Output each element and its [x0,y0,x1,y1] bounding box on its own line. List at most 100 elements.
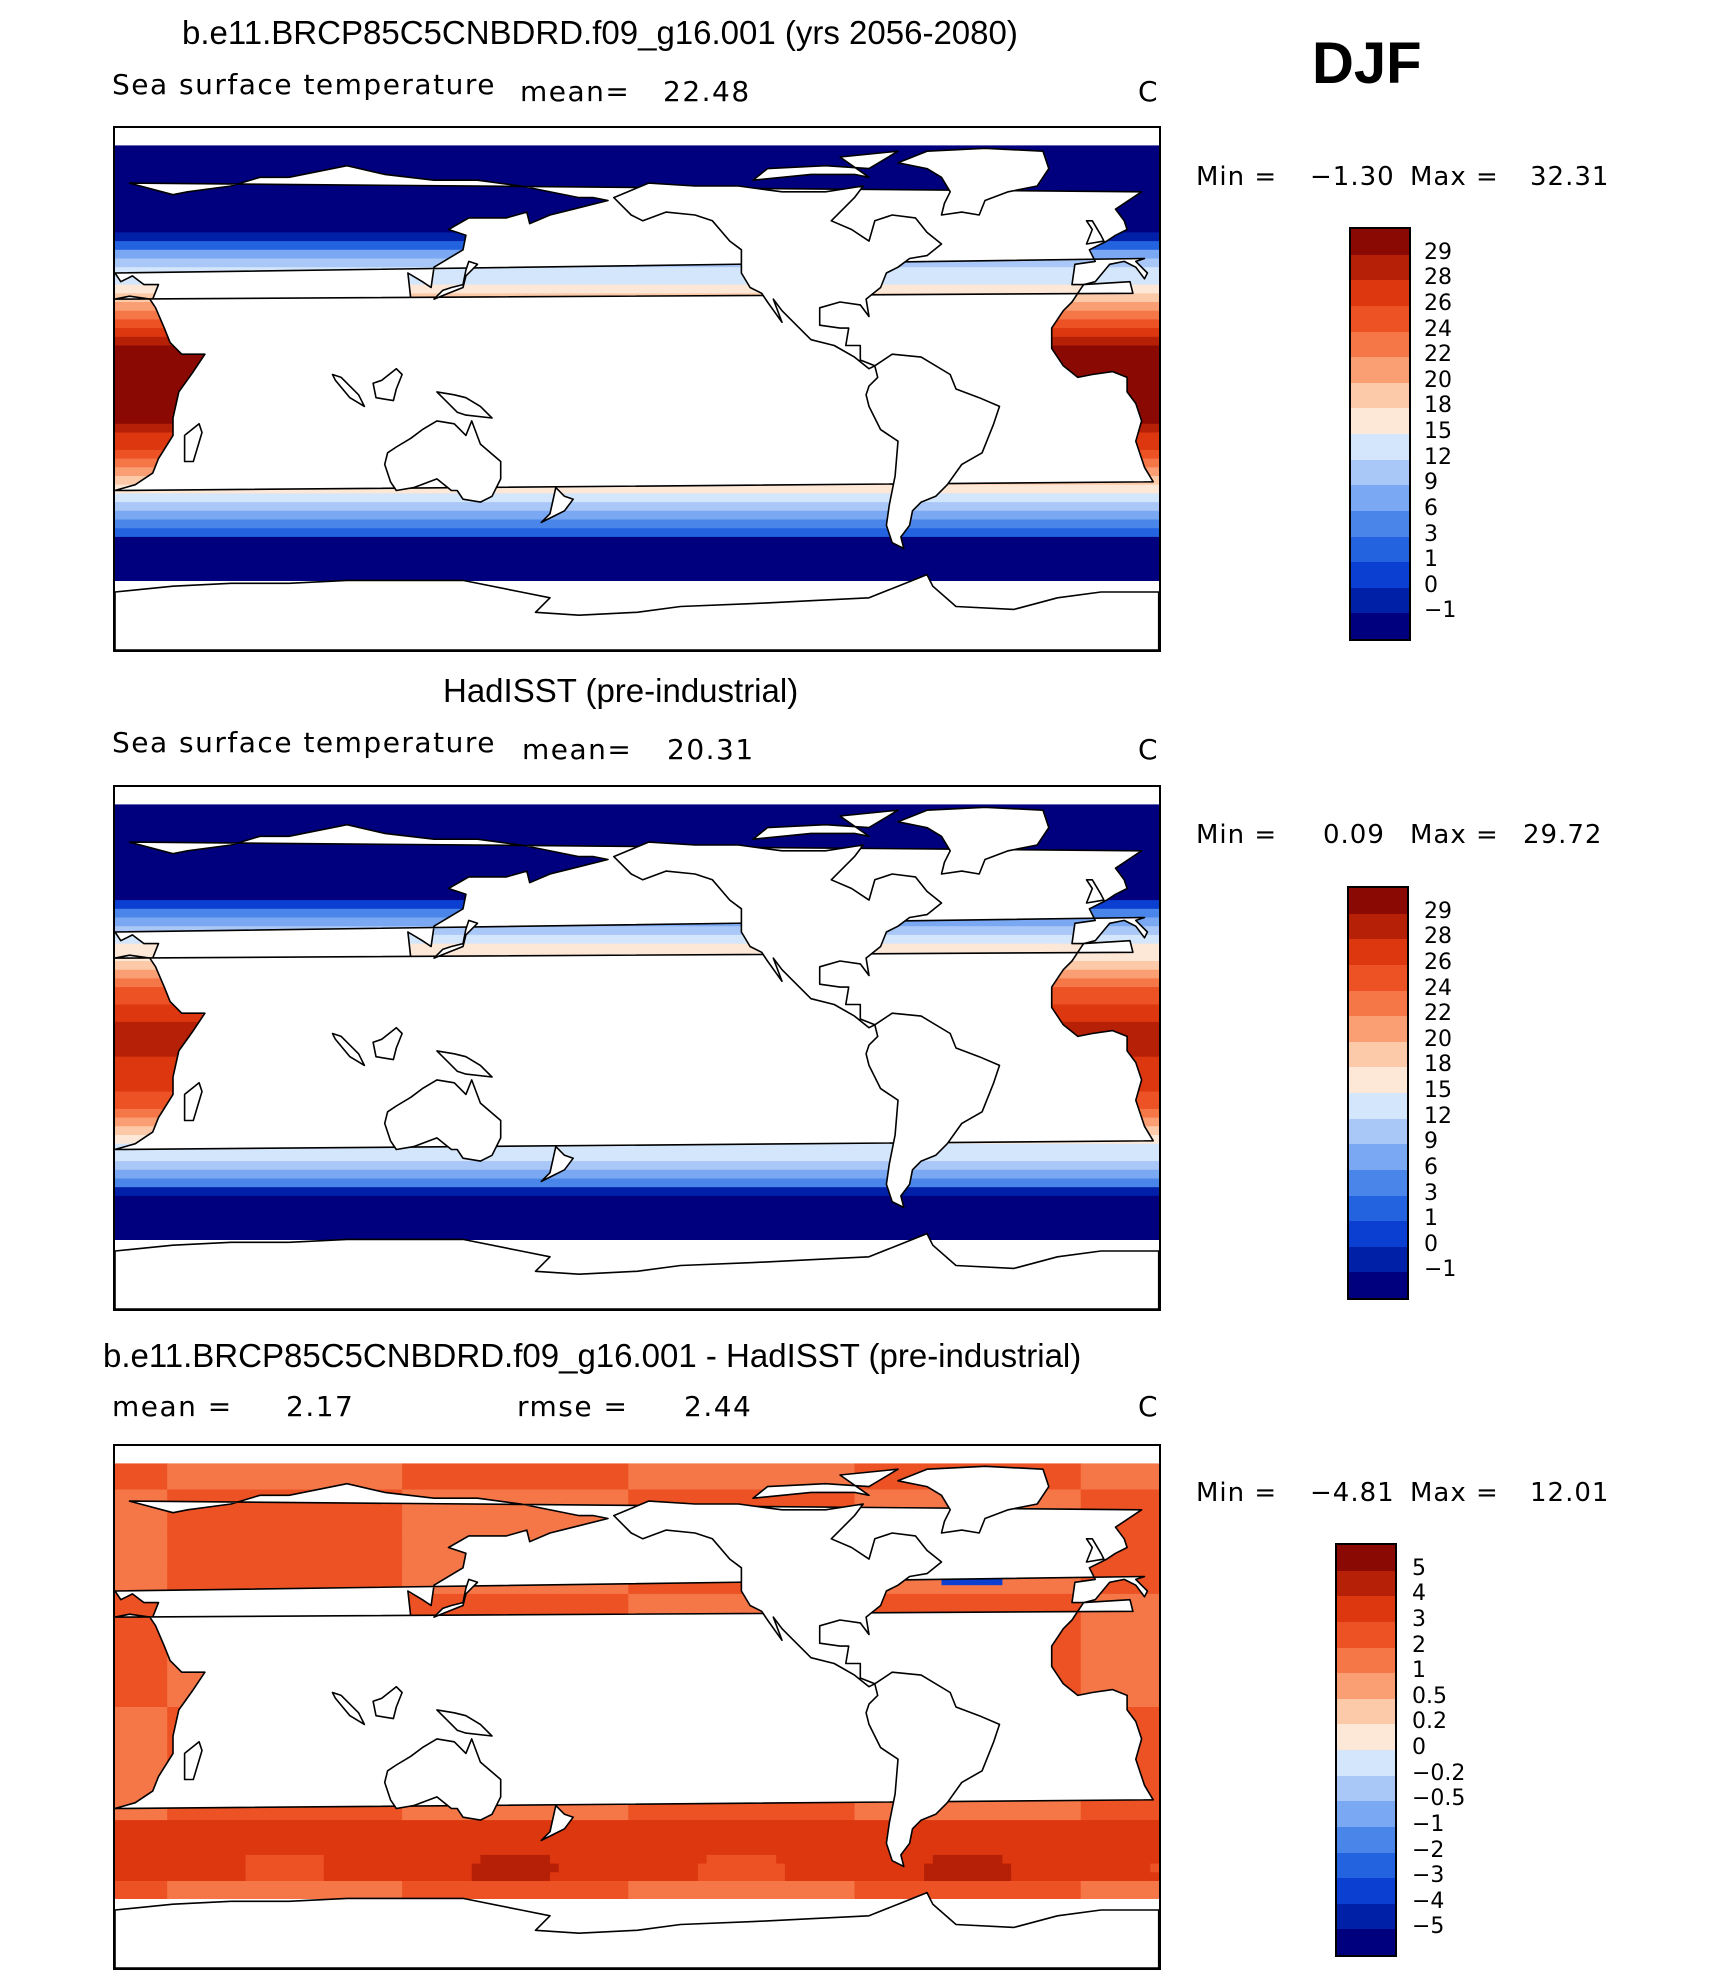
sst-band [628,1593,856,1604]
panel2-colorbar [1347,886,1409,1300]
panel3-units: C [1138,1390,1160,1423]
panel3-colorbar [1335,1543,1397,1957]
sst-band [115,1637,168,1647]
sst-band [115,563,1159,573]
colorbar-tick-label: 29 [1424,239,1452,265]
sst-band [115,1230,1159,1240]
panel1-min-value: −1.30 [1310,162,1395,192]
sst-band [402,1881,629,1891]
sst-band [1080,1576,1159,1586]
landmass [331,1691,366,1726]
sst-band [115,1846,1159,1856]
sst-band [1080,1811,1159,1821]
sst-band [167,1559,403,1569]
landmass [752,150,899,182]
landmass [372,1026,403,1061]
sst-map-svg [115,1463,1159,1968]
panel3-min-value: −4.81 [1310,1478,1395,1508]
panel1-title: b.e11.BRCP85C5CNBDRD.f09_g16.001 (yrs 20… [182,14,1018,51]
landmass [540,1804,575,1842]
colorbar-cell [1349,990,1407,1018]
colorbar-cell [1349,1246,1407,1274]
sst-band [1080,1881,1159,1891]
sst-band [167,1524,403,1534]
colorbar-cell [1351,305,1409,333]
sst-band [115,1169,1159,1180]
sst-band [115,1039,229,1049]
colorbar-cell [1351,331,1409,359]
sst-band [550,1872,699,1882]
landmass [612,182,943,370]
colorbar-tick-label: 4 [1412,1581,1426,1607]
sst-band [115,1065,229,1075]
panel2-max-value: 29.72 [1523,820,1603,850]
sst-band [115,839,1159,849]
sst-band [167,1533,403,1543]
sst-band [115,1515,168,1525]
sst-band [115,1776,168,1786]
colorbar-tick-label: 6 [1424,1154,1438,1180]
landmass [383,420,502,503]
sst-band [854,1811,1082,1821]
sst-band [115,536,1159,547]
panel2-map [113,785,1161,1311]
sst-band [1080,1646,1159,1656]
colorbar-tick-label: 26 [1424,949,1452,975]
sst-band [245,1872,325,1882]
panel1-units: C [1138,75,1160,108]
colorbar-tick-label: 18 [1424,1052,1452,1078]
sst-band [115,545,1159,555]
colorbar-cell [1349,1169,1407,1197]
landmass [897,806,1050,875]
panel1-max-value: 32.31 [1530,162,1610,192]
sst-band [115,510,1159,521]
sst-band [115,1213,1159,1223]
sst-band [115,1628,168,1638]
landmass [436,391,493,419]
sst-band [402,1602,629,1612]
colorbar-cell [1349,939,1407,966]
colorbar-cell [1349,1067,1407,1094]
panel3-mean-value: 2.17 [286,1390,355,1423]
sst-band [1080,1654,1159,1665]
sst-band [115,145,1159,155]
landmass [540,1145,575,1183]
colorbar-tick-label: −0.2 [1412,1760,1466,1786]
colorbar-cell [1349,1118,1407,1146]
colorbar-tick-label: 29 [1424,898,1452,924]
colorbar-tick-label: −4 [1412,1888,1445,1914]
sst-band [115,813,1159,823]
colorbar-cell [1351,459,1409,487]
colorbar-cell [1351,485,1409,512]
sst-band [115,1750,168,1760]
colorbar-tick-label: 1 [1424,547,1438,573]
sst-band [115,1646,168,1656]
colorbar-tick-label: 22 [1424,1001,1452,1027]
sst-band [941,1576,1003,1586]
sst-band [115,1767,168,1778]
sst-band [628,1802,856,1812]
landmass [436,1709,493,1737]
panel3-title: b.e11.BRCP85C5CNBDRD.f09_g16.001 - HadIS… [103,1337,1082,1374]
sst-band [115,1680,168,1691]
sst-band [115,1576,168,1586]
landmass [183,1081,203,1122]
panel3-colorbar-labels: 5 4 3 2 1 0.5 0.2 0 −0.2 −0.5 −1 −2 −3 −4 −5 [1412,1543,1502,1953]
sst-band [323,1872,473,1882]
sst-band [706,1854,777,1865]
sst-band [854,1881,1082,1891]
landmass [752,809,899,841]
sst-band [1080,1559,1159,1569]
colorbar-tick-label: −1 [1424,598,1457,624]
colorbar-cell [1337,1929,1395,1955]
colorbar-tick-label: 0 [1424,1231,1438,1257]
panel2-colorbar-labels: 29 28 26 24 22 20 18 15 12 9 6 3 1 0 −1 [1424,886,1504,1296]
panel3-rmse-value: 2.44 [684,1390,753,1423]
sst-band [115,1204,1159,1214]
colorbar-tick-label: −3 [1412,1863,1445,1889]
sst-band [776,1854,934,1865]
sst-band [1080,1585,1159,1595]
sst-band [115,1533,168,1543]
sst-band [115,1854,247,1865]
colorbar-cell [1337,1903,1395,1931]
